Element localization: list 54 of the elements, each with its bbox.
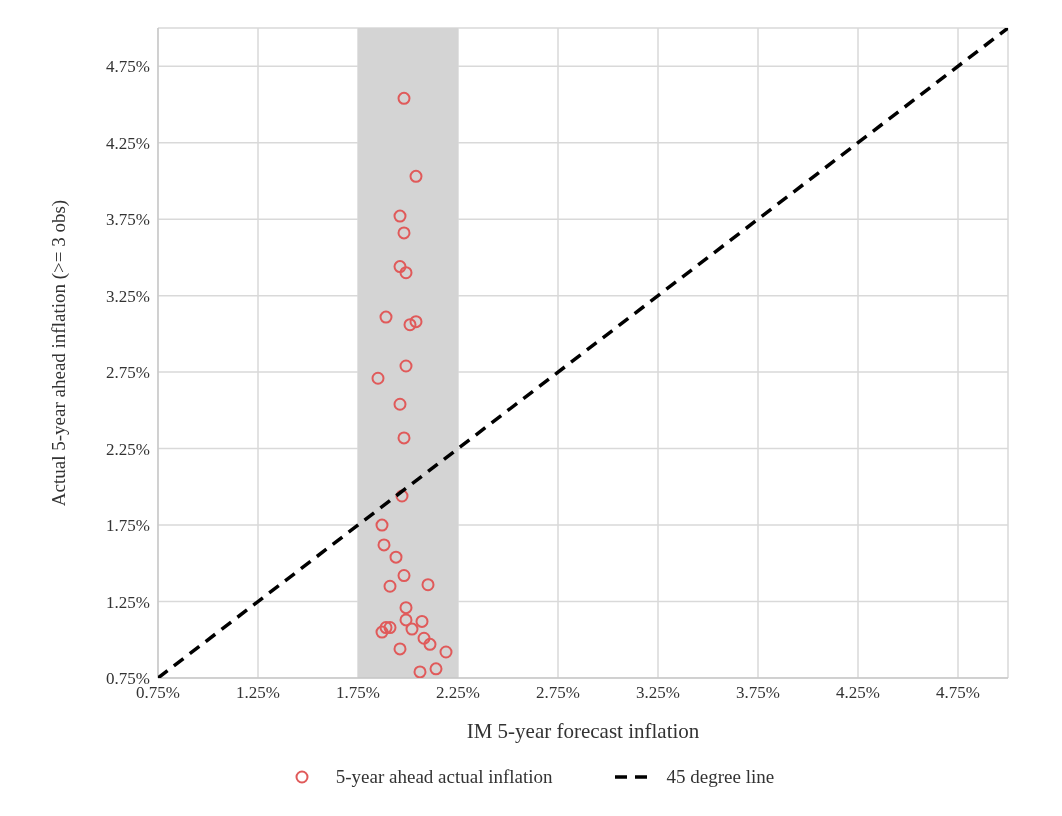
point <box>397 91 411 105</box>
point <box>379 310 393 324</box>
point <box>377 538 391 552</box>
y-axis-title: Actual 5-year ahead inflation (>= 3 obs) <box>47 199 70 507</box>
point <box>405 622 419 636</box>
point <box>393 642 407 656</box>
point <box>421 578 435 592</box>
y-tick-label: 4.75% <box>106 57 150 77</box>
x-tick-label: 3.75% <box>736 683 780 703</box>
point <box>397 226 411 240</box>
x-tick-label: 2.25% <box>436 683 480 703</box>
x-tick-label: 4.75% <box>936 683 980 703</box>
point <box>375 518 389 532</box>
point <box>393 260 407 274</box>
x-tick-label: 1.25% <box>236 683 280 703</box>
point <box>383 621 397 635</box>
y-tick-label: 2.25% <box>106 439 150 459</box>
x-tick-label: 2.75% <box>536 683 580 703</box>
point <box>397 569 411 583</box>
point <box>439 645 453 659</box>
point <box>399 359 413 373</box>
point <box>395 489 409 503</box>
point <box>371 371 385 385</box>
point <box>383 579 397 593</box>
point <box>417 631 431 645</box>
point <box>409 169 423 183</box>
y-tick-label: 3.75% <box>106 210 150 230</box>
point <box>379 621 393 635</box>
point <box>399 266 413 280</box>
point <box>399 601 413 615</box>
x-axis-title: IM 5-year forecast inflation <box>466 719 700 743</box>
point <box>415 614 429 628</box>
y-tick-label: 1.25% <box>106 592 150 612</box>
legend-label: 45 degree line <box>666 766 775 788</box>
point <box>393 397 407 411</box>
point <box>423 637 437 651</box>
point <box>413 665 427 678</box>
x-tick-label: 0.75% <box>136 683 180 703</box>
point <box>375 625 389 639</box>
y-tick-label: 1.75% <box>106 516 150 536</box>
x-tick-label: 4.25% <box>836 683 880 703</box>
point <box>393 209 407 223</box>
y-tick-label: 2.75% <box>106 363 150 383</box>
y-tick-label: 4.25% <box>106 133 150 153</box>
x-tick-label: 1.75% <box>336 683 380 703</box>
y-tick-label: 3.25% <box>106 286 150 306</box>
point <box>429 662 443 676</box>
point <box>397 431 411 445</box>
legend-label: 5-year ahead actual inflation <box>335 766 553 788</box>
point <box>389 550 403 564</box>
point <box>403 318 417 332</box>
point <box>409 315 423 329</box>
point <box>399 613 413 627</box>
x-tick-label: 3.25% <box>636 683 680 703</box>
